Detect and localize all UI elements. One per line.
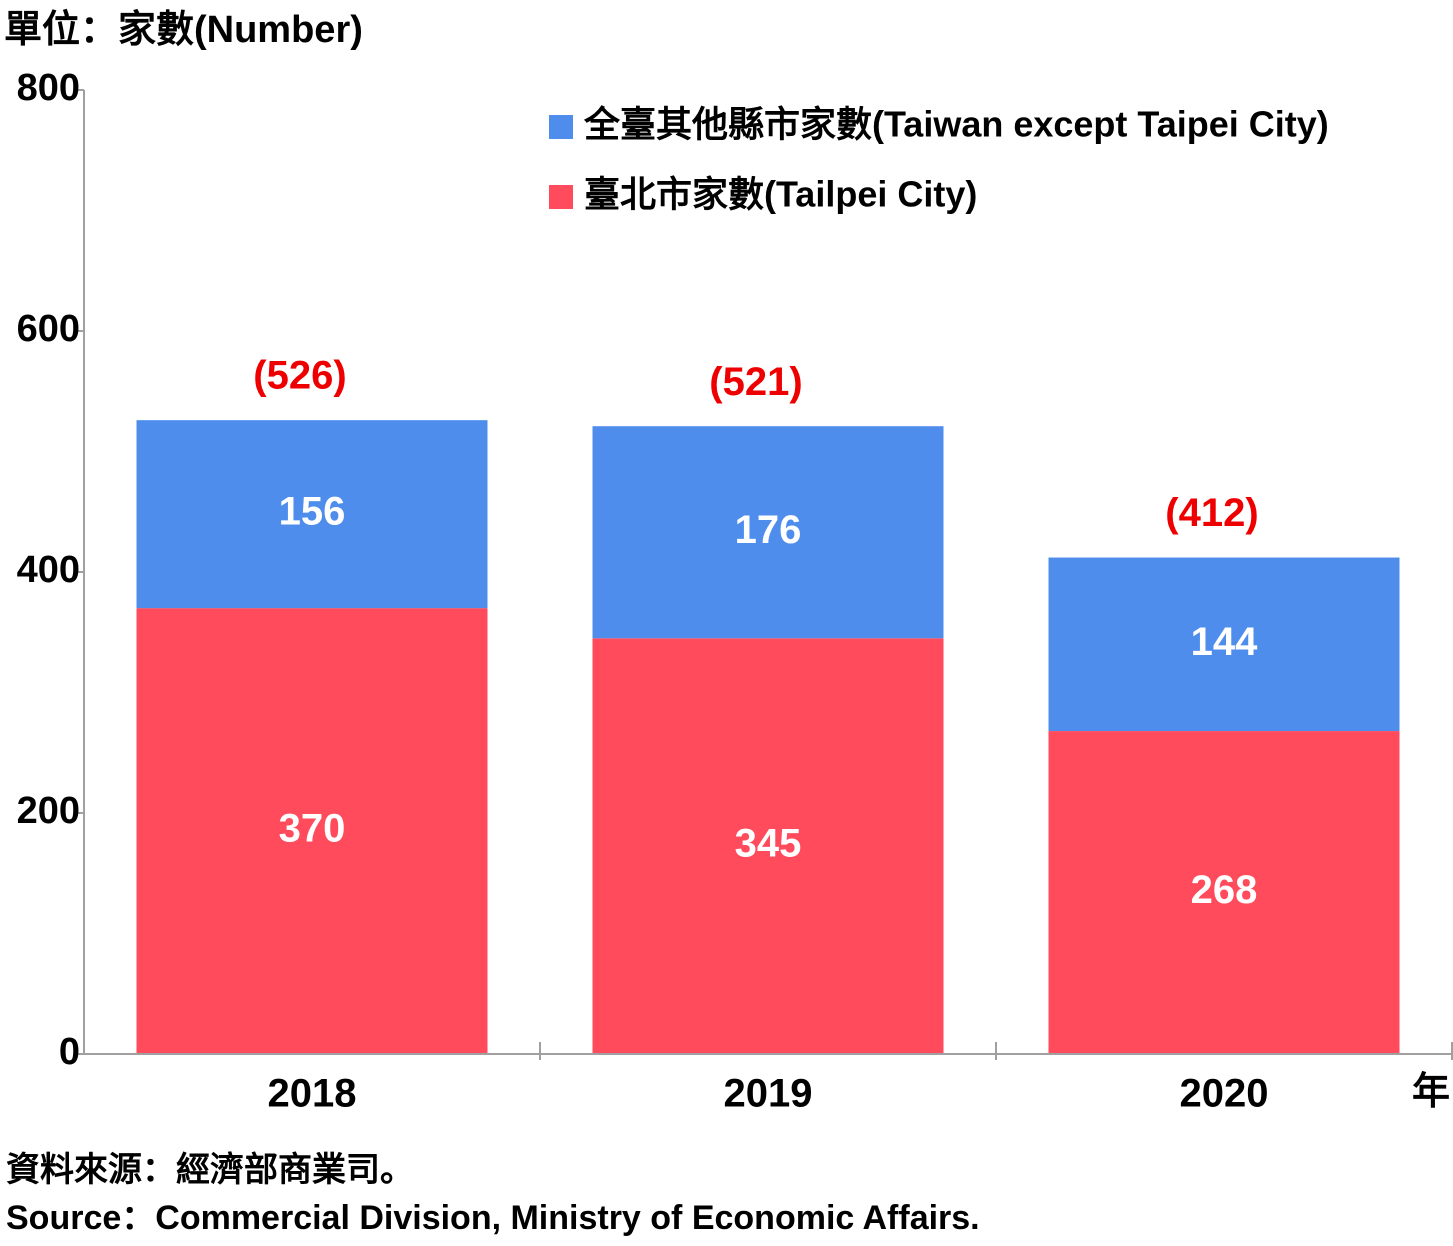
x-tick-label: 2020 <box>1180 1072 1269 1116</box>
legend-label: 全臺其他縣市家數(Taiwan except Taipei City) <box>583 104 1329 145</box>
bar-segment <box>592 426 944 639</box>
legend-label: 臺北市家數(Tailpei City) <box>584 174 977 215</box>
y-tick-label: 800 <box>17 67 80 109</box>
data-label: 268 <box>1191 868 1258 912</box>
total-label: (412) <box>1165 491 1258 535</box>
legend-swatch <box>549 185 573 209</box>
data-label: 144 <box>1191 620 1258 664</box>
data-label: 176 <box>735 508 802 552</box>
x-tick-label: 2019 <box>724 1072 813 1116</box>
total-label: (521) <box>709 360 802 404</box>
source-en: Source：Commercial Division, Ministry of … <box>6 1199 980 1237</box>
bar-segment <box>136 420 488 609</box>
y-tick-label: 600 <box>17 308 80 350</box>
legend-swatch <box>549 115 573 139</box>
unit-label: 單位：家數(Number) <box>4 9 363 51</box>
bar-segment <box>592 638 944 1054</box>
data-label: 156 <box>279 490 346 534</box>
source-zh: 資料來源：經濟部商業司。 <box>6 1150 414 1189</box>
x-unit: 年 <box>1412 1071 1450 1113</box>
bar-segment <box>136 608 488 1054</box>
data-label: 345 <box>735 822 802 866</box>
data-label: 370 <box>279 807 346 851</box>
x-tick-label: 2018 <box>268 1072 357 1116</box>
bar-segment <box>1048 731 1400 1054</box>
y-tick-label: 0 <box>59 1031 80 1073</box>
bar-segment <box>1048 557 1400 732</box>
y-tick-label: 400 <box>17 549 80 591</box>
y-tick-label: 200 <box>17 790 80 832</box>
total-label: (526) <box>253 354 346 398</box>
